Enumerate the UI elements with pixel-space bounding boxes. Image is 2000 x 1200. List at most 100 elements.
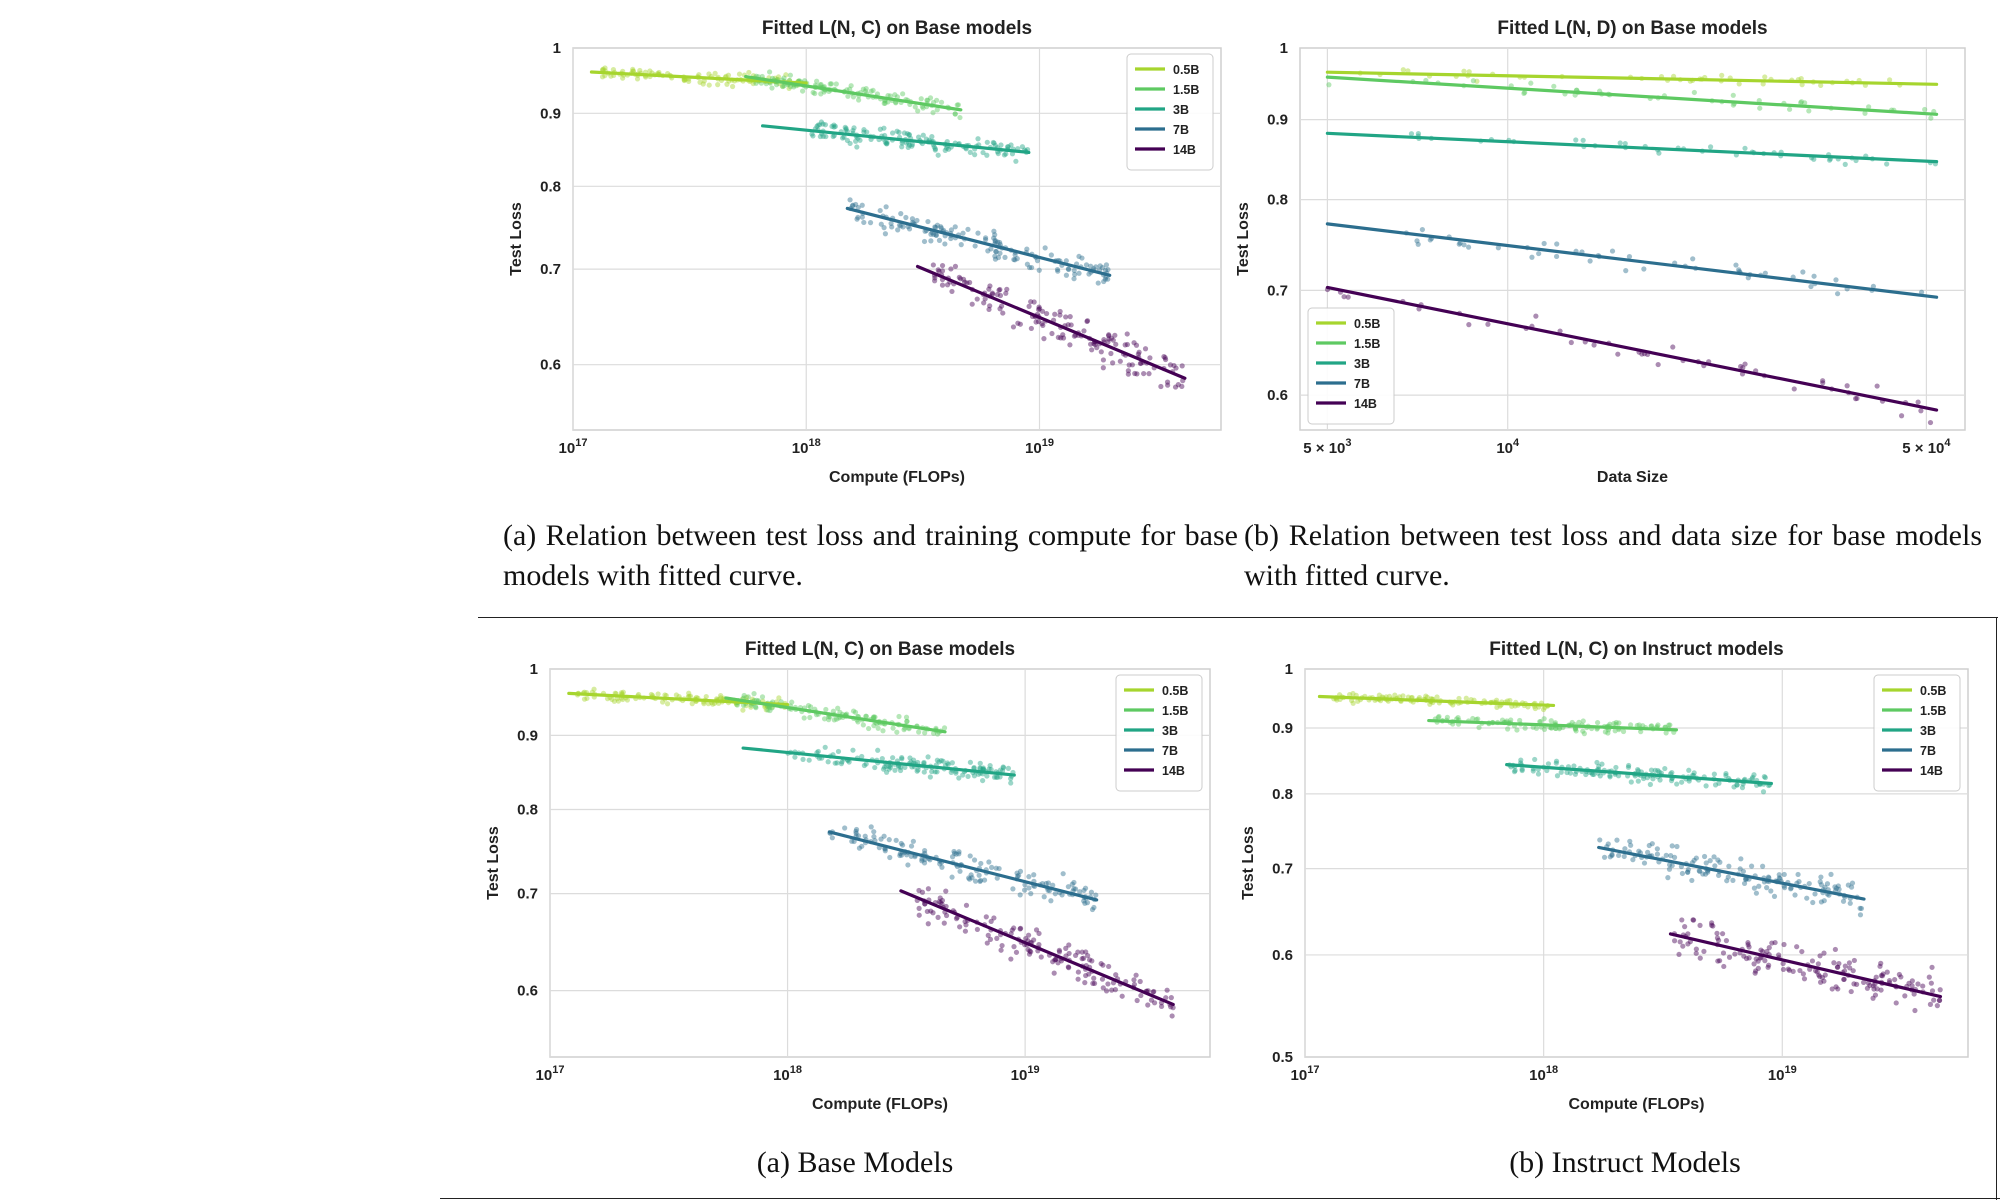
scatter-point-1.5B [821, 89, 827, 95]
scatter-point-3B [1013, 158, 1019, 164]
scatter-point-7B [878, 221, 884, 227]
scatter-point-3B [1739, 785, 1746, 791]
scatter-point-14B [1670, 344, 1676, 350]
scatter-point-14B [1092, 341, 1098, 348]
legend-label-0.5B: 0.5B [1162, 684, 1188, 698]
scatter-point-7B [1028, 891, 1034, 897]
scatter-point-7B [1736, 267, 1742, 273]
scatter-point-3B [898, 764, 904, 770]
scatter-point-7B [1089, 906, 1096, 913]
scatter-point-3B [975, 136, 981, 142]
data-layer [589, 65, 1187, 390]
scatter-point-3B [991, 140, 997, 146]
scatter-point-7B [1103, 262, 1110, 268]
scatter-point-14B [937, 895, 943, 901]
scatter-point-14B [1931, 997, 1937, 1003]
scatter-point-3B [934, 757, 940, 763]
scatter-point-3B [998, 142, 1004, 148]
caption-top-b: (b) Relation between test loss and data … [1244, 519, 1982, 592]
scatter-point-1.5B [1455, 715, 1461, 721]
scatter-point-14B [1086, 971, 1092, 977]
legend-label-1.5B: 1.5B [1162, 704, 1188, 718]
scatter-point-14B [1063, 953, 1069, 959]
scatter-point-14B [1027, 948, 1033, 954]
scatter-point-3B [991, 774, 998, 780]
scatter-point-3B [817, 133, 823, 140]
scatter-point-14B [1036, 930, 1042, 937]
scatter-point-1.5B [814, 78, 820, 84]
scatter-point-7B [1461, 242, 1467, 248]
scatter-point-7B [1093, 892, 1099, 898]
scatter-point-14B [1557, 328, 1563, 334]
scatter-point-7B [968, 872, 974, 878]
scatter-point-1.5B [1505, 726, 1511, 732]
scatter-point-3B [1811, 156, 1817, 162]
scatter-point-7B [1636, 848, 1642, 854]
scatter-point-3B [901, 130, 908, 136]
scatter-point-14B [1039, 308, 1046, 314]
scatter-point-14B [994, 291, 1000, 298]
y-axis-label: Test Loss [1240, 826, 1257, 900]
scatter-point-14B [919, 889, 926, 895]
scatter-point-0.5B [1466, 69, 1472, 75]
scatter-point-3B [1583, 771, 1589, 778]
scatter-point-1.5B [1866, 104, 1872, 110]
scatter-point-7B [1693, 855, 1699, 861]
scatter-point-14B [1168, 995, 1174, 1001]
scatter-point-14B [1715, 937, 1722, 943]
scatter-point-14B [1785, 966, 1791, 972]
scatter-point-14B [1814, 969, 1820, 975]
scatter-point-1.5B [1576, 719, 1582, 725]
scatter-point-14B [1884, 969, 1890, 975]
scatter-point-14B [1886, 977, 1893, 984]
scatter-point-14B [949, 288, 955, 295]
scatter-point-3B [906, 131, 912, 138]
scatter-point-7B [1808, 283, 1814, 290]
scatter-point-14B [1079, 949, 1085, 955]
scatter-point-3B [1707, 144, 1714, 150]
scatter-point-7B [1587, 258, 1593, 264]
scatter-point-7B [1817, 879, 1823, 885]
scatter-point-7B [1079, 255, 1085, 261]
scatter-point-1.5B [934, 731, 941, 737]
scatter-point-14B [1846, 960, 1853, 966]
scatter-point-7B [1822, 884, 1828, 890]
scatter-point-7B [1086, 271, 1092, 277]
scatter-point-14B [962, 928, 969, 934]
scatter-point-1.5B [1569, 719, 1575, 726]
scatter-point-3B [1674, 781, 1680, 787]
scatter-point-7B [861, 219, 867, 226]
scatter-point-14B [1909, 978, 1915, 984]
scatter-point-1.5B [823, 706, 829, 713]
scatter-point-1.5B [1611, 720, 1617, 727]
scatter-point-14B [1817, 973, 1823, 980]
scatter-point-1.5B [1607, 721, 1613, 727]
scatter-point-14B [1175, 382, 1181, 388]
scatter-point-3B [1635, 778, 1641, 784]
scatter-point-7B [1764, 885, 1770, 891]
scatter-point-0.5B [1423, 693, 1429, 699]
scatter-point-1.5B [852, 709, 859, 715]
scatter-point-3B [1635, 767, 1641, 773]
scatter-point-3B [896, 129, 902, 135]
scatter-point-1.5B [952, 111, 958, 117]
scatter-point-14B [939, 282, 946, 288]
scatter-point-1.5B [769, 85, 775, 91]
scatter-point-3B [984, 773, 990, 779]
scatter-point-14B [1680, 943, 1686, 949]
scatter-point-7B [921, 238, 928, 245]
y-axis-label: Test Loss [485, 826, 502, 900]
scatter-point-3B [857, 137, 863, 143]
scatter-point-1.5B [862, 88, 869, 94]
scatter-point-3B [1519, 766, 1525, 772]
scatter-point-14B [1063, 945, 1069, 951]
scatter-point-14B [1693, 946, 1699, 952]
scatter-point-7B [1034, 258, 1041, 264]
fit-line-14B [1668, 932, 1943, 999]
scatter-point-14B [1936, 997, 1943, 1003]
scatter-point-14B [1776, 952, 1782, 958]
y-tick-label: 0.6 [540, 357, 561, 374]
scatter-point-7B [882, 848, 888, 854]
scatter-point-1.5B [920, 105, 926, 111]
scatter-point-0.5B [1532, 705, 1538, 712]
